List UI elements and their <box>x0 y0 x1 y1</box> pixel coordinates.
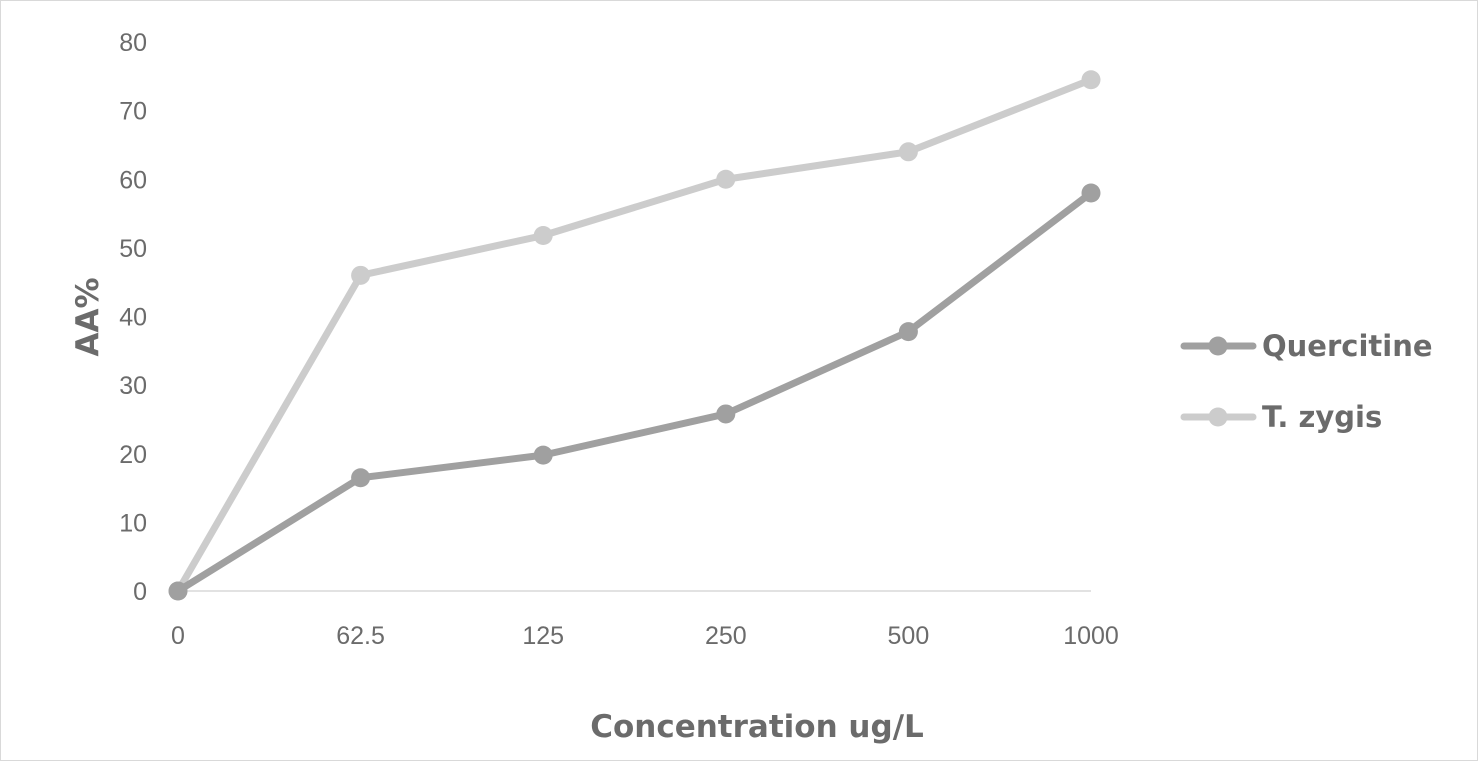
y-tick-label: 10 <box>119 509 147 537</box>
y-tick-label: 70 <box>119 98 147 126</box>
y-tick-label: 40 <box>119 304 147 332</box>
data-point <box>898 142 918 162</box>
data-point <box>898 322 918 342</box>
y-tick-label: 50 <box>119 235 147 263</box>
legend-label: Quercitine <box>1262 329 1433 363</box>
legend-label: T. zygis <box>1262 400 1382 434</box>
data-point <box>1081 70 1101 90</box>
x-tick-label: 1000 <box>1063 622 1119 650</box>
data-point <box>351 265 371 285</box>
y-axis-title: AA% <box>70 277 106 356</box>
x-tick-label: 250 <box>705 622 747 650</box>
x-tick-label: 62.5 <box>336 622 385 650</box>
legend-item: Quercitine <box>1180 329 1433 363</box>
legend-item: T. zygis <box>1180 400 1382 434</box>
y-tick-label: 0 <box>133 578 147 606</box>
y-tick-label: 20 <box>119 441 147 469</box>
data-point <box>1081 183 1101 203</box>
series-line <box>174 76 1095 595</box>
series-0 <box>168 183 1101 601</box>
legend-swatch-marker <box>1208 407 1228 427</box>
data-point <box>716 404 736 424</box>
data-point <box>716 169 736 189</box>
data-point <box>351 468 371 488</box>
x-tick-label: 125 <box>522 622 564 650</box>
y-tick-labels: 0 10 20 30 40 50 60 70 80 <box>119 29 147 606</box>
x-tick-labels: 0 62.5 125 250 500 1000 <box>171 622 1119 650</box>
data-point <box>533 226 553 246</box>
x-axis-title: Concentration ug/L <box>590 709 924 745</box>
y-tick-label: 80 <box>119 29 147 57</box>
series-1 <box>168 70 1101 601</box>
data-point <box>533 445 553 465</box>
series-line <box>174 189 1095 595</box>
y-tick-label: 60 <box>119 166 147 194</box>
legend-swatch-marker <box>1208 336 1228 356</box>
legend: Quercitine T. zygis <box>1180 329 1433 434</box>
x-tick-label: 500 <box>888 622 930 650</box>
series-layer <box>168 70 1101 601</box>
y-tick-label: 30 <box>119 372 147 400</box>
x-tick-label: 0 <box>171 622 185 650</box>
data-point <box>168 581 188 601</box>
